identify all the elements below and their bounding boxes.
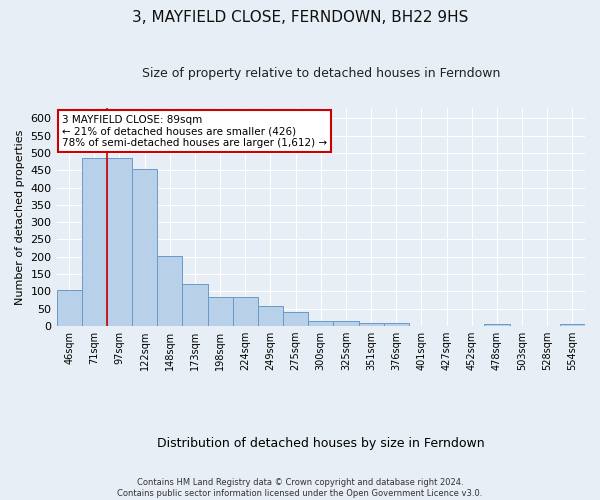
X-axis label: Distribution of detached houses by size in Ferndown: Distribution of detached houses by size … (157, 437, 485, 450)
Bar (182, 284, 208, 326)
Text: 3 MAYFIELD CLOSE: 89sqm
← 21% of detached houses are smaller (426)
78% of semi-d: 3 MAYFIELD CLOSE: 89sqm ← 21% of detache… (62, 114, 327, 148)
Bar (157, 256, 182, 326)
Text: Contains HM Land Registry data © Crown copyright and database right 2024.
Contai: Contains HM Land Registry data © Crown c… (118, 478, 482, 498)
Bar (132, 170, 157, 326)
Bar (334, 321, 359, 326)
Bar (560, 324, 585, 326)
Bar (82, 158, 107, 326)
Bar (283, 312, 308, 326)
Bar (484, 324, 509, 326)
Bar (359, 322, 383, 326)
Bar (383, 322, 409, 326)
Bar (308, 321, 334, 326)
Bar (208, 298, 233, 326)
Bar (107, 158, 132, 326)
Bar (258, 306, 283, 326)
Bar (56, 290, 82, 326)
Y-axis label: Number of detached properties: Number of detached properties (15, 130, 25, 304)
Text: 3, MAYFIELD CLOSE, FERNDOWN, BH22 9HS: 3, MAYFIELD CLOSE, FERNDOWN, BH22 9HS (132, 10, 468, 25)
Bar (233, 298, 258, 326)
Title: Size of property relative to detached houses in Ferndown: Size of property relative to detached ho… (142, 68, 500, 80)
